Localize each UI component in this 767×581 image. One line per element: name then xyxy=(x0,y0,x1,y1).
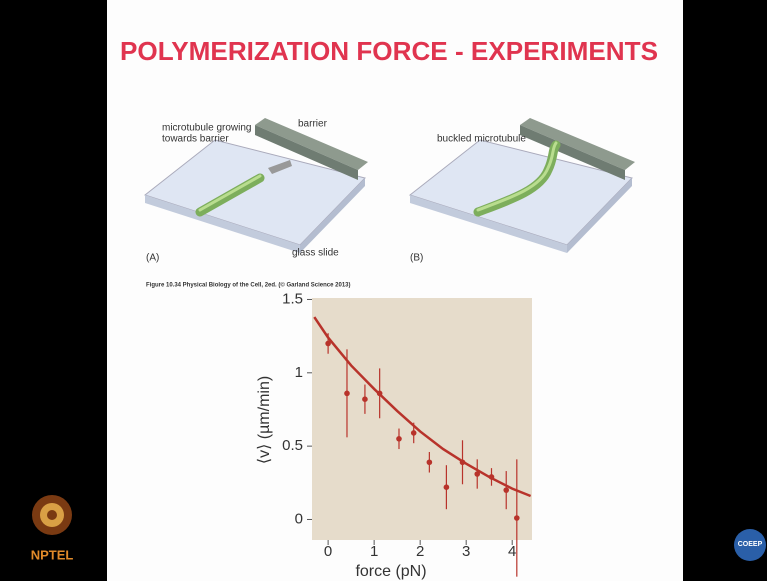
data-point xyxy=(377,391,383,397)
buckled-label: buckled microtubule xyxy=(437,134,526,145)
y-axis-label: ⟨v⟩ (µm/min) xyxy=(256,376,273,464)
data-point xyxy=(444,484,450,490)
y-tick-label: 0 xyxy=(295,510,303,527)
figure-caption: Figure 10.34 Physical Biology of the Cel… xyxy=(146,282,351,289)
x-tick-label: 1 xyxy=(370,543,378,560)
panel-label: (B) xyxy=(410,253,423,264)
x-axis-label: force (pN) xyxy=(355,563,426,580)
x-tick-label: 3 xyxy=(462,543,470,560)
data-point xyxy=(503,487,509,493)
nptel-logo xyxy=(32,495,72,535)
data-point xyxy=(514,515,520,521)
data-point xyxy=(474,471,480,477)
coeep-text: COEEP xyxy=(738,541,763,548)
page: POLYMERIZATION FORCE - EXPERIMENTS micro… xyxy=(0,0,767,581)
y-tick-label: 1.5 xyxy=(282,290,303,307)
data-point xyxy=(344,391,350,397)
x-tick-label: 0 xyxy=(324,543,332,560)
x-tick-label: 4 xyxy=(508,543,516,560)
data-point xyxy=(427,459,433,465)
slide-title: POLYMERIZATION FORCE - EXPERIMENTS xyxy=(120,36,658,66)
y-tick-label: 1 xyxy=(295,364,303,381)
microtubule-label: microtubule growing xyxy=(162,123,252,134)
glass-slide-label: glass slide xyxy=(292,248,339,259)
y-tick-label: 0.5 xyxy=(282,437,303,454)
x-tick-label: 2 xyxy=(416,543,424,560)
data-point xyxy=(489,474,495,480)
data-point xyxy=(396,436,402,442)
data-point xyxy=(411,430,417,436)
nptel-text: NPTEL xyxy=(31,547,74,562)
panel-label: (A) xyxy=(146,253,159,264)
microtubule-label: towards barrier xyxy=(162,134,229,145)
barrier-label: barrier xyxy=(298,119,328,130)
plot-area xyxy=(312,298,532,540)
slide-frame: POLYMERIZATION FORCE - EXPERIMENTS micro… xyxy=(0,0,767,581)
data-point xyxy=(325,341,331,347)
data-point xyxy=(362,396,368,402)
data-point xyxy=(460,459,466,465)
